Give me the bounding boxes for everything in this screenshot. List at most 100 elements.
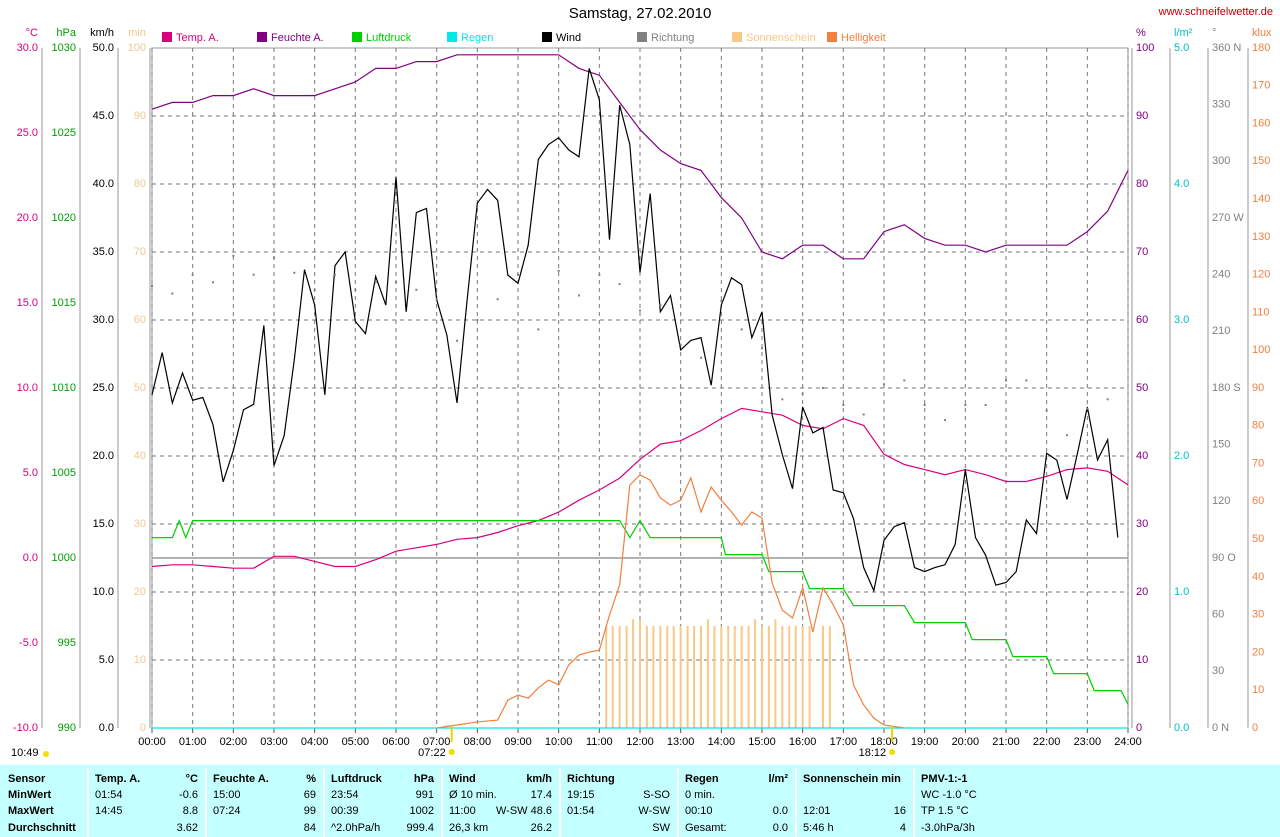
y-tick-label: 15.0 [93, 518, 114, 530]
y-tick-label: 80 [1252, 420, 1264, 432]
direction-dot [659, 303, 662, 306]
x-tick-label: 00:00 [138, 736, 166, 748]
x-tick-label: 01:00 [179, 736, 207, 748]
y-tick-label: 90 [134, 110, 146, 122]
x-tick-label: 20:00 [952, 736, 980, 748]
y-tick-label: 20 [1252, 646, 1264, 658]
y-tick-label: 30 [1252, 609, 1264, 621]
legend-label: Luftdruck [366, 32, 412, 44]
column-header: Richtung [567, 773, 615, 785]
direction-dot [618, 283, 621, 286]
direction-dot [456, 339, 458, 342]
table-cell: 23:54 [331, 789, 359, 801]
y-tick-label: 0 [1136, 722, 1142, 734]
sunshine-bar [611, 626, 614, 728]
table-cell: W-SW [638, 805, 670, 817]
sun-time: 07:22 [418, 747, 446, 759]
direction-dot [273, 256, 275, 259]
direction-dot [964, 404, 967, 406]
direction-dot [923, 404, 926, 406]
sunshine-bar [733, 626, 736, 728]
direction-dot [151, 285, 153, 287]
y-tick-label: 150 [1252, 155, 1270, 167]
y-tick-label: 1030 [52, 42, 76, 54]
table-cell: 0.0 [773, 822, 788, 834]
direction-dot [761, 347, 763, 350]
table-cell: TP 1.5 °C [921, 805, 969, 817]
x-tick-label: 15:00 [748, 736, 776, 748]
x-tick-label: 24:00 [1114, 736, 1142, 748]
y-tick-label: 50 [134, 382, 146, 394]
table-cell: 17.4 [531, 789, 552, 801]
y-tick-label: 80 [134, 178, 146, 190]
column-header: Temp. A. [95, 773, 140, 785]
table-cell: S-SO [643, 789, 670, 801]
sunshine-bar [788, 626, 791, 728]
sunshine-bar [781, 626, 784, 728]
y-tick-label: 240 [1212, 269, 1230, 281]
direction-dot [496, 298, 499, 301]
table-cell: 5:46 h [803, 822, 834, 834]
sunshine-bar [727, 626, 730, 728]
table-cell: 01:54 [567, 805, 595, 817]
y-tick-label: 270 W [1212, 212, 1244, 224]
y-tick-label: 30 [1212, 665, 1224, 677]
table-cell: 01:54 [95, 789, 123, 801]
sun-icon [43, 751, 49, 757]
table-cell: SW [652, 822, 670, 834]
y-tick-label: -10.0 [13, 722, 38, 734]
table-cell: ^2.0hPa/h [331, 822, 380, 834]
y-tick-label: 100 [1252, 344, 1270, 356]
sunshine-bar [828, 626, 831, 728]
y-tick-label: 40 [134, 450, 146, 462]
direction-dot [822, 387, 824, 389]
y-tick-label: 990 [58, 722, 76, 734]
sunshine-bar [618, 626, 621, 728]
direction-dot [598, 273, 601, 276]
sunshine-bar [720, 626, 723, 728]
y-tick-label: 180 [1252, 42, 1270, 54]
table-cell: 0.0 [773, 805, 788, 817]
y-tick-label: 0 [1252, 722, 1258, 734]
table-cell: 16 [894, 805, 906, 817]
row-label: MinWert [8, 789, 52, 801]
y-tick-label: 30 [134, 518, 146, 530]
direction-dot [639, 309, 641, 312]
y-tick-label: 90 [1136, 110, 1148, 122]
y-tick-label: 2.0 [1174, 450, 1189, 462]
y-tick-label: 60 [1252, 495, 1264, 507]
y-tick-label: 1000 [52, 552, 76, 564]
direction-dot [1106, 398, 1109, 401]
table-cell: 4 [900, 822, 906, 834]
axis-unit: °C [26, 27, 38, 39]
x-tick-label: 12:00 [626, 736, 654, 748]
column-unit: km/h [526, 773, 552, 785]
y-tick-label: 60 [1212, 609, 1224, 621]
table-cell: Gesamt: [685, 822, 727, 834]
x-tick-label: 16:00 [789, 736, 817, 748]
y-tick-label: 0.0 [1174, 722, 1189, 734]
axis-unit: ° [1212, 27, 1216, 39]
source: www.schneifelwetter.de [1158, 6, 1273, 18]
direction-dot [537, 328, 540, 331]
y-tick-label: 60 [1136, 314, 1148, 326]
y-tick-label: 995 [58, 637, 76, 649]
axis-unit: min [128, 27, 146, 39]
y-tick-label: 160 [1252, 117, 1270, 129]
x-tick-label: 23:00 [1074, 736, 1102, 748]
series-line [151, 68, 1119, 593]
y-tick-label: 150 [1212, 439, 1230, 451]
direction-dot [212, 281, 214, 284]
table-cell: 00:10 [685, 805, 713, 817]
y-tick-label: 70 [1136, 246, 1148, 258]
y-tick-label: 10 [1136, 654, 1148, 666]
x-tick-label: 03:00 [260, 736, 288, 748]
legend-label: Richtung [651, 32, 694, 44]
table-cell: 19:15 [567, 789, 595, 801]
column-header: Luftdruck [331, 773, 383, 785]
y-tick-label: 30.0 [93, 314, 114, 326]
direction-dot [293, 271, 296, 274]
direction-dot [313, 288, 316, 291]
row-label: Sensor [8, 773, 46, 785]
sunshine-bar [666, 626, 669, 728]
